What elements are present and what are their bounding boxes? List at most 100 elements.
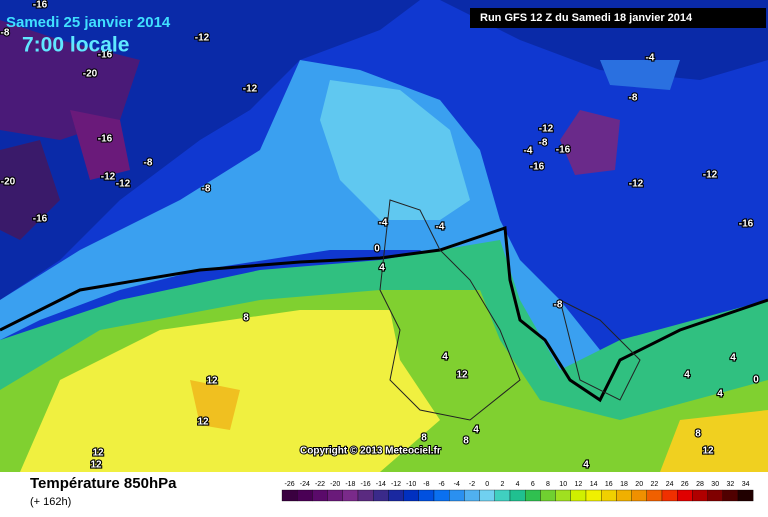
isotherm-label: 12: [197, 417, 209, 428]
legend-tick-label: -22: [315, 481, 325, 488]
legend-tick-label: 12: [575, 481, 583, 488]
legend-tick-label: 8: [546, 481, 550, 488]
isotherm-label: 4: [583, 460, 589, 471]
legend-swatch: [555, 489, 571, 502]
legend-tick-label: 30: [711, 481, 719, 488]
legend-swatch: [388, 489, 404, 502]
legend-swatch: [357, 489, 374, 502]
isotherm-label: -4: [524, 146, 533, 157]
isotherm-label: 8: [695, 429, 701, 440]
isotherm-label: -20: [1, 177, 16, 188]
legend-tick-label: 32: [727, 481, 735, 488]
isotherm-label: 12: [702, 446, 714, 457]
legend-tick-label: 28: [696, 481, 704, 488]
isotherm-label: -8: [1, 28, 10, 39]
isotherm-label: -4: [646, 53, 655, 64]
legend-swatch: [281, 489, 298, 502]
legend-swatch: [707, 489, 723, 502]
legend-tick-label: 10: [559, 481, 567, 488]
map-labels: -16-8 -12-16-20-12-16-8-12-12-20-8-16-4-8…: [0, 0, 760, 472]
isotherm-label: 12: [90, 460, 102, 471]
isotherm-label: -16: [33, 214, 48, 225]
color-legend: -26 -24 -22 -20 -18 -16 -14 -12 -10 -8 -6 -4 -2 0 2 4 6 8…: [281, 481, 754, 502]
isotherm-label: 0: [753, 375, 759, 386]
isotherm-label: 4: [473, 425, 479, 436]
isotherm-label: 8: [421, 433, 427, 444]
legend-swatch: [601, 489, 617, 502]
legend-swatch: [297, 489, 313, 502]
copyright: Copyright © 2013 Meteociel.fr: [300, 446, 441, 457]
isotherm-label: 12: [206, 376, 218, 387]
isotherm-label: -20: [83, 69, 98, 80]
legend-swatch: [433, 489, 450, 502]
legend-swatch: [449, 489, 465, 502]
legend-tick-label: -12: [391, 481, 401, 488]
run-box: [470, 8, 766, 28]
legend-swatch: [722, 489, 739, 502]
legend-tick-label: -18: [345, 481, 355, 488]
isotherm-label: -8: [144, 158, 153, 169]
legend-swatch: [692, 489, 708, 502]
legend-swatch: [373, 489, 389, 502]
legend-tick-label: -8: [423, 481, 429, 488]
isotherm-label: 12: [456, 370, 468, 381]
map-date: Samedi 25 janvier 2014: [6, 14, 171, 31]
map-time: 7:00 locale: [22, 34, 129, 57]
legend-tick-label: 26: [681, 481, 689, 488]
isotherm-label: 4: [379, 263, 385, 274]
legend-swatch: [403, 489, 419, 502]
isotherm-label: -16: [98, 50, 113, 61]
legend-tick-label: 2: [500, 481, 504, 488]
isotherm-label: -8: [554, 300, 563, 311]
isotherm-label: 8: [463, 436, 469, 447]
legend-tick-label: -4: [454, 481, 460, 488]
legend-swatch: [631, 489, 647, 502]
legend-tick-label: -16: [361, 481, 371, 488]
legend-swatch: [312, 489, 328, 502]
legend-tick-label: -2: [469, 481, 475, 488]
legend-tick-label: 20: [635, 481, 643, 488]
isotherm-label: -16: [556, 145, 571, 156]
isotherm-label: -8: [539, 138, 548, 149]
legend-tick-label: 0: [485, 481, 489, 488]
map: [0, 0, 768, 472]
legend-swatch: [661, 489, 678, 502]
isotherm-label: -12: [101, 172, 116, 183]
isotherm-label: -8: [202, 184, 211, 195]
legend-swatch: [342, 489, 359, 502]
legend-swatch: [540, 489, 556, 502]
legend-swatch: [646, 489, 663, 502]
isotherm-label: -4: [379, 218, 388, 229]
isotherm-label: -12: [195, 33, 210, 44]
footer-title: Température 850hPa: [30, 475, 177, 492]
isotherm-label: -12: [629, 179, 644, 190]
legend-tick-label: 14: [590, 481, 598, 488]
legend-tick-label: -6: [438, 481, 444, 488]
isotherm-label: -12: [116, 179, 131, 190]
legend-tick-label: 22: [651, 481, 659, 488]
legend-tick-label: 34: [742, 481, 750, 488]
isotherm-label: 8: [243, 313, 249, 324]
legend-tick-label: -10: [406, 481, 416, 488]
legend-tick-label: 24: [666, 481, 674, 488]
legend-swatch: [737, 489, 754, 502]
run-label: Run GFS 12 Z du Samedi 18 janvier 2014: [480, 12, 693, 24]
legend-swatch: [616, 489, 632, 502]
legend-swatch: [494, 489, 511, 502]
legend-tick-label: 18: [620, 481, 628, 488]
legend-swatch: [570, 489, 587, 502]
isotherm-label: 4: [442, 352, 448, 363]
legend-tick-label: -20: [330, 481, 340, 488]
footer-lead: (+ 162h): [30, 496, 71, 508]
legend-swatch: [479, 489, 495, 502]
legend-swatch: [585, 489, 602, 502]
isotherm-label: -16: [530, 162, 545, 173]
isotherm-label: 0: [374, 244, 380, 255]
isotherm-label: -16: [33, 0, 48, 11]
isotherm-label: 4: [730, 353, 736, 364]
legend-tick-label: 4: [516, 481, 520, 488]
isotherm-label: -8: [629, 93, 638, 104]
isotherm-label: -4: [436, 222, 445, 233]
legend-tick-label: -14: [376, 481, 386, 488]
